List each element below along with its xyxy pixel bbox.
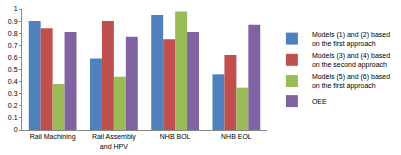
svg-text:0.1: 0.1 [8,114,18,121]
svg-text:Models (5) and (6) basedon the: Models (5) and (6) basedon the first app… [312,73,390,90]
svg-text:1: 1 [14,5,18,12]
svg-text:0.2: 0.2 [8,102,18,109]
svg-text:0.9: 0.9 [8,18,18,25]
svg-text:Models (3) and (4) basedon the: Models (3) and (4) basedon the second ap… [312,52,390,69]
svg-text:Rail Machining: Rail Machining [30,133,76,141]
svg-text:OEE: OEE [312,98,327,105]
svg-text:0.8: 0.8 [8,30,18,37]
svg-text:0.4: 0.4 [8,78,18,85]
svg-text:0.7: 0.7 [8,42,18,49]
svg-text:0.3: 0.3 [8,90,18,97]
svg-text:0.5: 0.5 [8,66,18,73]
svg-text:0: 0 [14,126,18,133]
svg-text:NHB EOL: NHB EOL [221,133,252,140]
svg-text:Models (1) and (2) basedon the: Models (1) and (2) basedon the first app… [312,31,390,48]
svg-text:0.6: 0.6 [8,54,18,61]
svg-text:Rail Assemblyand HPV: Rail Assemblyand HPV [92,133,136,149]
svg-text:NHB BOL: NHB BOL [160,133,191,140]
